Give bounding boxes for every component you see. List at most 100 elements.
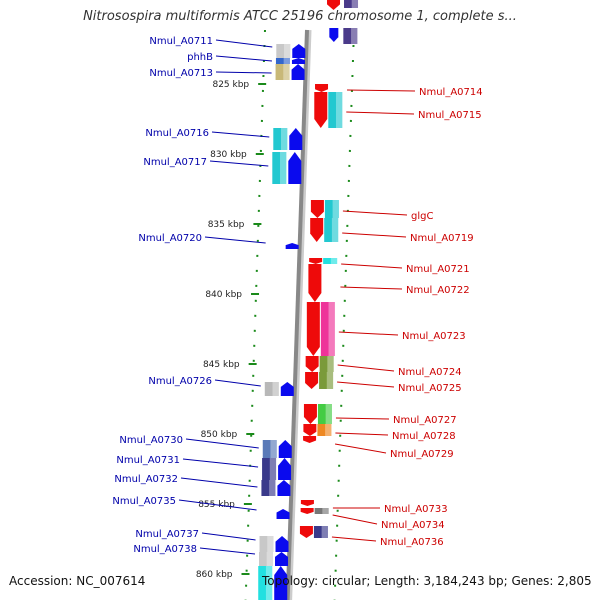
gene-label-forward: Nmul_A0717 (143, 157, 207, 168)
gene-class-box (259, 552, 274, 566)
gene-label-reverse: Nmul_A0724 (398, 367, 462, 378)
gene-arrow-forward (274, 566, 288, 600)
label-leader-line (334, 443, 387, 454)
gene-arrow-forward (278, 440, 292, 458)
scale-tick-label: 830 kbp (210, 150, 247, 160)
label-leader-line (201, 532, 256, 541)
gene-class-box (324, 218, 339, 242)
gene-label-reverse: Nmul_A0734 (381, 520, 445, 531)
gene-label-reverse: Nmul_A0727 (393, 415, 457, 426)
gene-class-box (343, 28, 358, 44)
gene-class-box-shade (265, 566, 273, 600)
gene-class-box (313, 526, 328, 538)
gene-label-forward: Nmul_A0732 (114, 474, 178, 485)
gene-arrow-reverse (306, 302, 320, 356)
gene-arrow-forward (277, 480, 291, 496)
gene-arrow-reverse (299, 526, 313, 538)
gene-arrow-reverse (303, 436, 317, 443)
label-leader-line (178, 499, 257, 511)
gene-arrow-reverse (309, 258, 323, 264)
gene-label-reverse: Nmul_A0729 (390, 449, 454, 460)
gene-class-box (317, 404, 332, 424)
gene-class-box-shade (325, 404, 332, 424)
gene-class-box-shade (283, 58, 290, 64)
gene-arrow-reverse (303, 404, 317, 424)
gene-class-box (320, 302, 335, 356)
gene-arrow-forward (278, 458, 292, 480)
gene-arrow-reverse (308, 264, 322, 302)
gene-class-box (314, 508, 329, 514)
scale-tick-label: 825 kbp (212, 80, 249, 90)
label-leader-line (332, 514, 378, 525)
gene-class-box-shade (351, 0, 359, 8)
label-leader-line (199, 547, 256, 555)
map-title: Nitrosospira multiformis ATCC 25196 chro… (83, 9, 517, 24)
gene-class-box-shade (351, 28, 358, 44)
gene-class-box (259, 536, 274, 552)
gene-label-forward: Nmul_A0737 (135, 529, 199, 540)
gene-label-reverse: Nmul_A0736 (380, 537, 444, 548)
label-leader-line (346, 111, 415, 115)
gene-arrow-forward (292, 44, 306, 58)
gene-class-box-shade (270, 440, 277, 458)
gene-arrow-forward (291, 58, 305, 64)
gene-class-box (262, 458, 277, 480)
gene-arrow-reverse (300, 500, 314, 506)
gene-class-box-shade (283, 64, 290, 80)
gene-class-box-shade (280, 152, 287, 184)
gene-label-reverse: Nmul_A0715 (418, 110, 482, 121)
inner-tick-ring (244, 29, 266, 600)
gene-class-box-shade (280, 128, 288, 150)
genome-summary: Topology: circular; Length: 3,184,243 bp… (262, 574, 592, 588)
gene-arrow-forward (280, 382, 294, 396)
gene-arrow-forward (276, 509, 290, 519)
label-leader-line (182, 458, 259, 468)
label-leader-line (215, 39, 273, 48)
label-leader-line (214, 379, 261, 387)
gene-arrow-reverse (300, 508, 314, 514)
label-leader-line (215, 71, 272, 74)
gene-arrow-forward (285, 243, 299, 249)
gene-class-box (324, 200, 339, 218)
label-leader-line (331, 536, 377, 542)
gene-label-reverse: Nmul_A0722 (406, 285, 470, 296)
gene-arrow-forward (291, 64, 305, 80)
gene-arrow-reverse (310, 218, 324, 242)
gene-class-box-shade (335, 92, 343, 128)
gene-class-box-shade (322, 508, 329, 514)
gene-label-forward: Nmul_A0735 (112, 496, 176, 507)
label-leader-line (347, 89, 416, 92)
gene-class-box (275, 64, 290, 80)
gene-arrow-reverse (327, 0, 341, 10)
accession-label: Accession: NC_007614 (9, 574, 146, 588)
gene-class-box (258, 566, 273, 600)
gene-arrow-reverse (305, 356, 319, 372)
gene-arrow-reverse (310, 200, 324, 218)
gene-label-reverse: Nmul_A0719 (410, 233, 474, 244)
gene-class-box-shade (327, 356, 334, 372)
label-leader-line (337, 381, 395, 388)
label-leader-line (342, 210, 408, 216)
label-leader-line (209, 160, 269, 167)
gene-label-reverse: Nmul_A0714 (419, 87, 483, 98)
gene-class-box (264, 382, 279, 396)
gene-class-box (275, 58, 290, 64)
label-leader-line (342, 232, 407, 238)
gene-class-box (272, 152, 287, 184)
gene-class-box-shade (330, 258, 338, 264)
gene-class-box-shade (325, 424, 332, 436)
gene-label-forward: Nmul_A0711 (149, 36, 213, 47)
gene-class-box-shade (269, 480, 276, 496)
gene-class-box-shade (267, 536, 274, 552)
gene-class-box-shade (321, 526, 328, 538)
label-leader-line (341, 263, 403, 269)
gene-label-reverse: Nmul_A0723 (402, 331, 466, 342)
gene-label-forward: phhB (187, 52, 213, 63)
label-leader-line (338, 331, 399, 336)
gene-class-box-shade (331, 218, 339, 242)
gene-label-forward: Nmul_A0730 (119, 435, 183, 446)
gene-arrow-forward (289, 128, 303, 150)
gene-arrow-reverse (315, 84, 329, 92)
label-leader-line (340, 286, 403, 290)
